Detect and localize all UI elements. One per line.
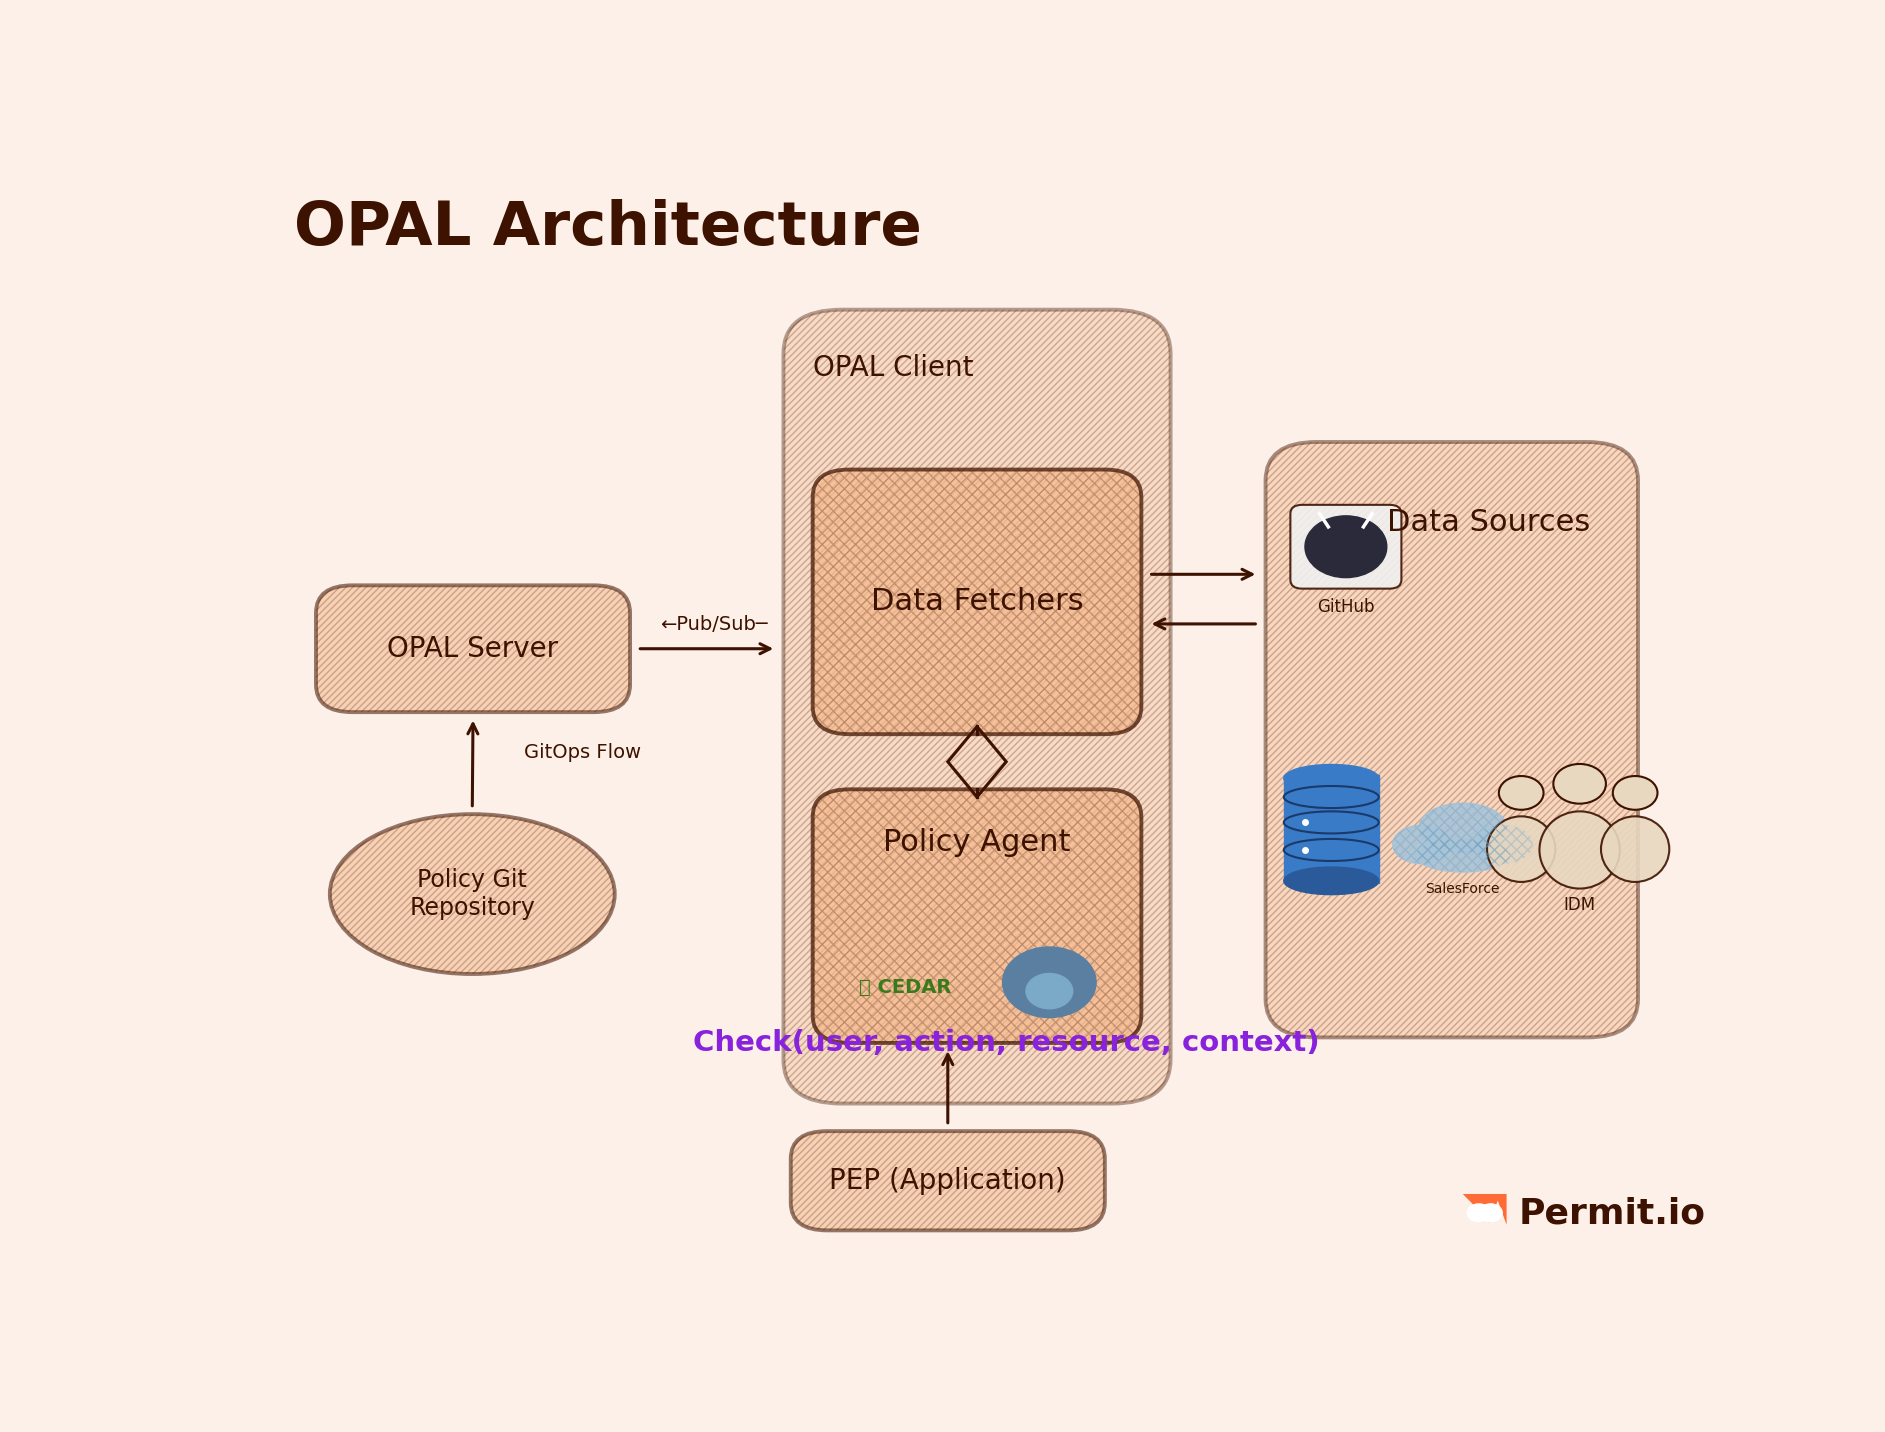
Ellipse shape (1419, 803, 1506, 852)
Text: Check(user, action, resource, context): Check(user, action, resource, context) (694, 1030, 1320, 1057)
Ellipse shape (1393, 825, 1451, 863)
Circle shape (1480, 1204, 1502, 1221)
FancyBboxPatch shape (812, 470, 1142, 735)
Circle shape (1553, 763, 1606, 803)
Text: Data Fetchers: Data Fetchers (871, 587, 1084, 616)
Polygon shape (1463, 1194, 1506, 1224)
Ellipse shape (330, 815, 615, 974)
Text: OPAL Client: OPAL Client (812, 354, 973, 382)
Circle shape (1304, 516, 1387, 577)
Circle shape (1614, 776, 1657, 809)
Ellipse shape (1416, 839, 1510, 872)
Text: PEP (Application): PEP (Application) (829, 1167, 1067, 1194)
Text: Policy Git
Repository: Policy Git Repository (409, 868, 535, 919)
FancyBboxPatch shape (317, 586, 630, 712)
Circle shape (1467, 1204, 1491, 1221)
Ellipse shape (1284, 866, 1378, 895)
Ellipse shape (1487, 816, 1555, 882)
Ellipse shape (1600, 816, 1670, 882)
Text: Policy Agent: Policy Agent (884, 828, 1071, 856)
Text: GitOps Flow: GitOps Flow (524, 743, 641, 762)
Circle shape (1003, 947, 1095, 1018)
FancyBboxPatch shape (784, 309, 1171, 1104)
Text: OPAL Server: OPAL Server (388, 634, 558, 663)
FancyBboxPatch shape (792, 1131, 1105, 1230)
Text: Permit.io: Permit.io (1517, 1197, 1706, 1232)
FancyBboxPatch shape (1291, 505, 1401, 589)
Ellipse shape (1284, 765, 1378, 792)
Text: ←Pub/Sub─: ←Pub/Sub─ (660, 614, 767, 634)
Text: SalesForce: SalesForce (1425, 882, 1500, 895)
Text: IDM: IDM (1563, 896, 1597, 914)
Text: OPAL Architecture: OPAL Architecture (294, 199, 922, 258)
Text: GitHub: GitHub (1318, 599, 1374, 616)
Text: 🌲 CEDAR: 🌲 CEDAR (858, 978, 950, 997)
Circle shape (1025, 974, 1073, 1008)
FancyBboxPatch shape (1265, 442, 1638, 1037)
FancyBboxPatch shape (812, 789, 1142, 1042)
Bar (1284, 775, 1378, 884)
Ellipse shape (1540, 812, 1619, 888)
Text: Data Sources: Data Sources (1387, 508, 1591, 537)
Ellipse shape (1474, 825, 1533, 863)
Circle shape (1499, 776, 1544, 809)
